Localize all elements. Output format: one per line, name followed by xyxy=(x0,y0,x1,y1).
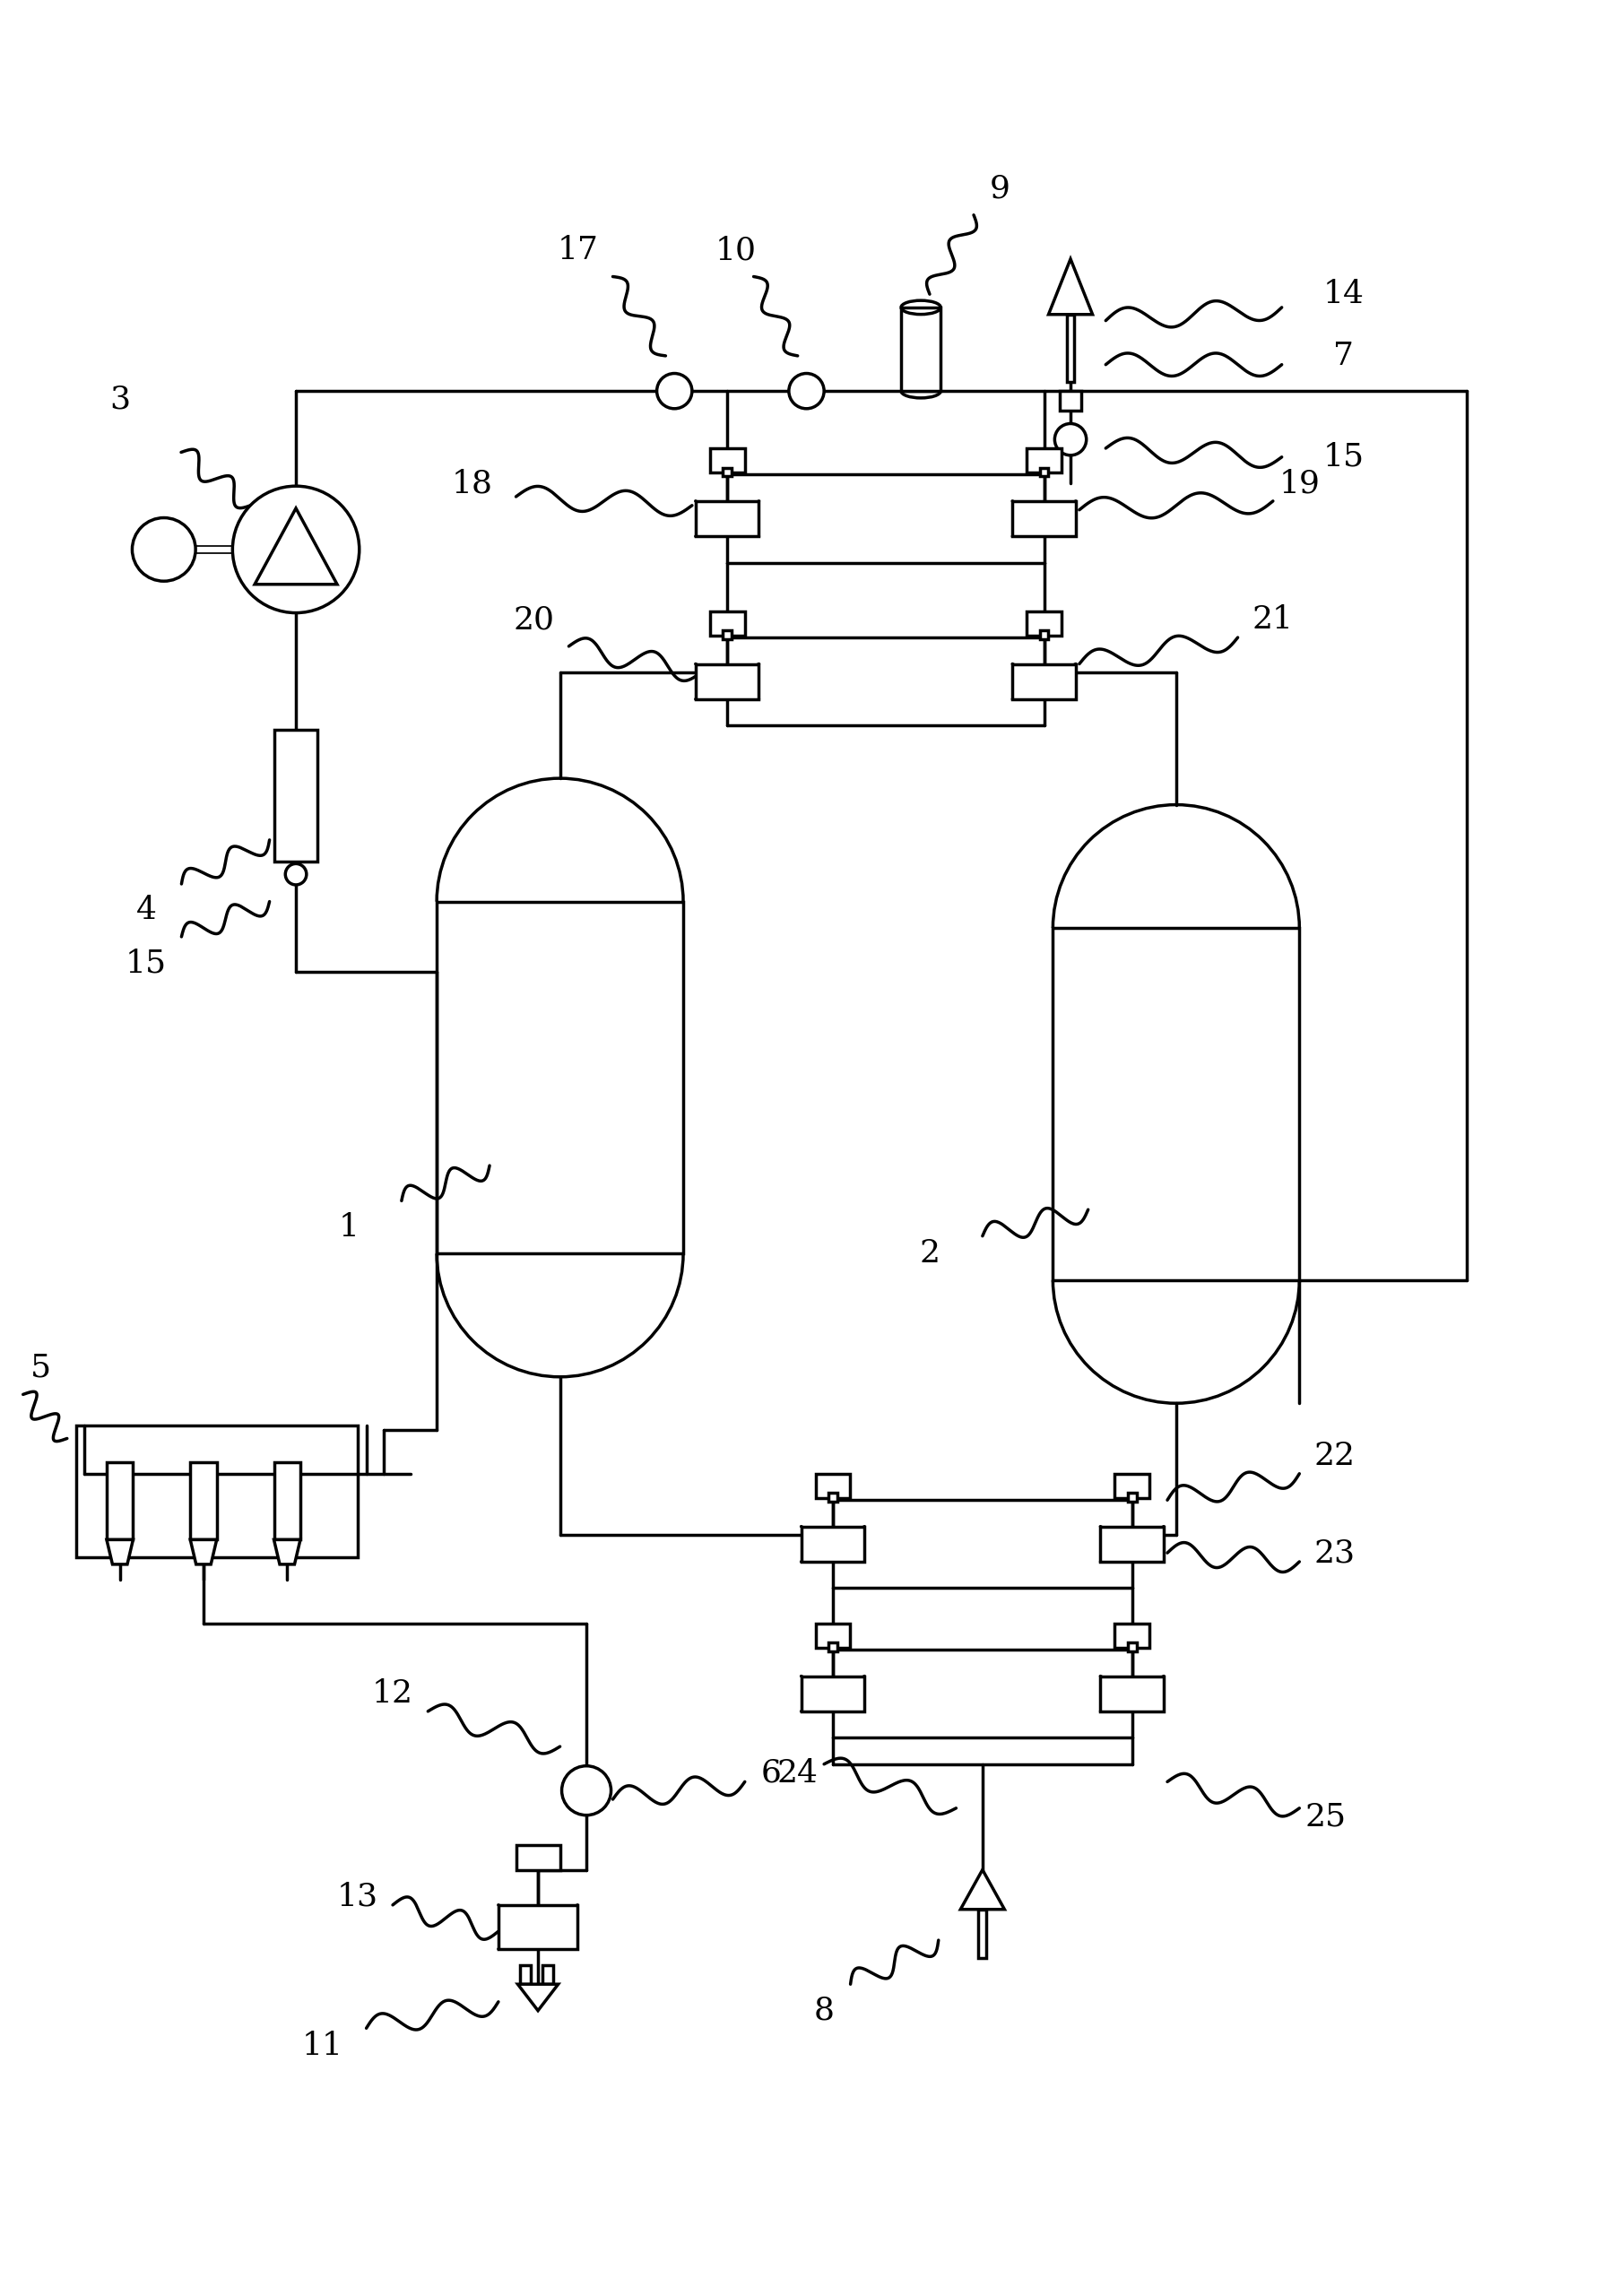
Text: 3: 3 xyxy=(110,386,131,416)
Bar xyxy=(1099,1527,1164,1561)
Bar xyxy=(1114,1623,1149,1649)
Bar xyxy=(1099,1676,1164,1711)
Circle shape xyxy=(232,487,359,613)
Bar xyxy=(542,1965,553,1984)
Bar xyxy=(709,448,745,473)
Bar xyxy=(801,1527,864,1561)
Bar xyxy=(901,308,940,390)
Text: 23: 23 xyxy=(1314,1538,1354,1568)
Text: 9: 9 xyxy=(990,172,1009,204)
Bar xyxy=(1012,664,1075,698)
Bar xyxy=(516,1846,559,1869)
Bar xyxy=(695,501,759,537)
Bar xyxy=(1012,501,1075,537)
Bar xyxy=(1114,1474,1149,1499)
Bar xyxy=(274,730,318,861)
Bar xyxy=(274,1463,300,1541)
Text: 17: 17 xyxy=(556,234,598,266)
Polygon shape xyxy=(517,1984,558,2011)
Text: 2: 2 xyxy=(919,1238,940,1270)
Circle shape xyxy=(561,1766,611,1816)
Bar xyxy=(829,1642,837,1651)
Bar xyxy=(1027,448,1061,473)
Polygon shape xyxy=(190,1541,216,1564)
Polygon shape xyxy=(1048,259,1091,315)
Bar xyxy=(1027,611,1061,636)
Bar xyxy=(1066,315,1074,381)
Circle shape xyxy=(132,519,195,581)
Bar xyxy=(722,468,732,475)
Text: 8: 8 xyxy=(814,1995,833,2025)
Text: 1: 1 xyxy=(339,1212,359,1242)
Text: 11: 11 xyxy=(301,2030,343,2062)
Text: 5: 5 xyxy=(31,1352,52,1382)
Bar xyxy=(829,1492,837,1502)
Text: 6: 6 xyxy=(761,1759,782,1789)
Bar xyxy=(1040,631,1048,638)
Bar xyxy=(695,664,759,698)
Text: 25: 25 xyxy=(1304,1802,1346,1832)
Bar xyxy=(76,1426,358,1557)
Text: 24: 24 xyxy=(777,1759,817,1789)
Bar xyxy=(722,631,732,638)
Polygon shape xyxy=(274,1541,300,1564)
Text: 22: 22 xyxy=(1314,1442,1354,1472)
Bar xyxy=(190,1463,216,1541)
Text: 15: 15 xyxy=(126,948,168,978)
Circle shape xyxy=(656,374,692,409)
Text: 21: 21 xyxy=(1251,604,1293,636)
Text: 20: 20 xyxy=(513,604,555,636)
Bar xyxy=(709,611,745,636)
Text: 7: 7 xyxy=(1333,340,1352,372)
Bar xyxy=(1127,1642,1136,1651)
Text: 19: 19 xyxy=(1278,468,1319,498)
Circle shape xyxy=(788,374,824,409)
Bar xyxy=(1127,1492,1136,1502)
Text: 10: 10 xyxy=(716,234,756,266)
Text: 15: 15 xyxy=(1322,441,1364,473)
Bar xyxy=(1053,928,1299,1281)
Polygon shape xyxy=(255,507,337,583)
Bar xyxy=(521,1965,530,1984)
Bar xyxy=(106,1463,134,1541)
Bar xyxy=(816,1623,850,1649)
Bar xyxy=(437,902,683,1254)
Text: 4: 4 xyxy=(135,895,156,925)
Bar xyxy=(498,1906,577,1949)
Circle shape xyxy=(1054,422,1086,455)
Text: 12: 12 xyxy=(372,1678,413,1708)
Bar xyxy=(801,1676,864,1711)
Text: 13: 13 xyxy=(337,1880,377,1910)
Circle shape xyxy=(285,863,306,884)
Bar xyxy=(1040,468,1048,475)
Bar xyxy=(978,1910,987,1958)
Polygon shape xyxy=(961,1869,1004,1910)
Bar xyxy=(816,1474,850,1499)
Text: 18: 18 xyxy=(451,468,492,498)
Polygon shape xyxy=(106,1541,134,1564)
Bar xyxy=(1059,390,1080,411)
Text: 14: 14 xyxy=(1322,278,1364,310)
